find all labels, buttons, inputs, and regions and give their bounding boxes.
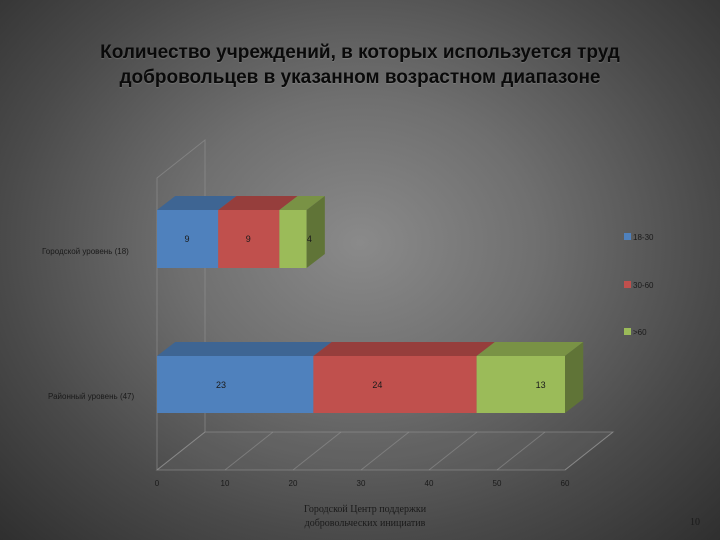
page-number: 10 bbox=[690, 517, 700, 528]
bar-segment bbox=[218, 210, 280, 268]
x-gridline bbox=[496, 431, 546, 471]
footer-line-2: добровольческих инициатив bbox=[304, 518, 426, 529]
footer-source: Городской Центр поддержки добровольчески… bbox=[240, 503, 490, 531]
title-line-1: Количество учреждений, в которых использ… bbox=[100, 42, 620, 63]
data-label: 23 bbox=[216, 380, 226, 390]
category-label: Городской уровень (18) bbox=[42, 247, 129, 256]
legend-label: 30-60 bbox=[633, 281, 654, 290]
bar-side-face bbox=[565, 342, 584, 413]
x-gridline bbox=[360, 431, 410, 471]
bar-top-face bbox=[279, 196, 325, 210]
bar-top-face bbox=[476, 342, 584, 356]
legend-swatch bbox=[624, 233, 631, 240]
bar-top-face bbox=[313, 342, 495, 356]
data-label: 4 bbox=[307, 234, 312, 244]
x-tick-label: 40 bbox=[425, 479, 434, 488]
chart-back-wall bbox=[156, 138, 206, 470]
x-gridline bbox=[156, 431, 206, 471]
x-gridline bbox=[224, 431, 274, 471]
footer-line-1: Городской Центр поддержки bbox=[303, 504, 427, 515]
title-line-2: добровольцев в указанном возрастном диап… bbox=[119, 67, 601, 88]
x-tick-label: 50 bbox=[493, 479, 502, 488]
bar-segment bbox=[157, 210, 219, 268]
legend-swatch bbox=[624, 281, 631, 288]
x-tick-label: 30 bbox=[357, 479, 366, 488]
bar-segment bbox=[157, 356, 314, 413]
bar-top-face bbox=[157, 196, 237, 210]
x-gridline bbox=[428, 431, 478, 471]
data-label: 9 bbox=[246, 234, 251, 244]
data-label: 9 bbox=[184, 234, 189, 244]
bar-top-face bbox=[157, 342, 332, 356]
slide-title: Количество учреждений, в которых использ… bbox=[0, 40, 720, 90]
legend-label: 18-30 bbox=[633, 233, 654, 242]
bar-segment bbox=[313, 356, 477, 413]
x-tick-label: 60 bbox=[561, 479, 570, 488]
data-label: 24 bbox=[372, 380, 382, 390]
x-gridline bbox=[564, 431, 614, 471]
legend-label: >60 bbox=[633, 328, 647, 337]
bar-top-face bbox=[218, 196, 298, 210]
bar-segment bbox=[279, 210, 307, 268]
x-tick-label: 20 bbox=[289, 479, 298, 488]
x-gridline bbox=[292, 431, 342, 471]
x-tick-label: 0 bbox=[155, 479, 160, 488]
data-label: 13 bbox=[536, 380, 546, 390]
x-tick-label: 10 bbox=[221, 479, 230, 488]
category-label: Районный уровень (47) bbox=[48, 392, 135, 401]
bar-segment bbox=[476, 356, 565, 413]
bar-side-face bbox=[306, 196, 325, 268]
legend-swatch bbox=[624, 328, 631, 335]
